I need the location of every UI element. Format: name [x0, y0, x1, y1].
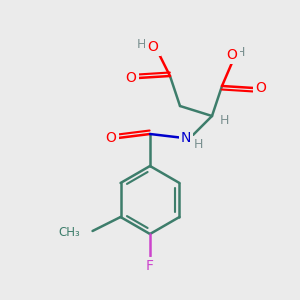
Text: H: H: [193, 137, 203, 151]
Text: CH₃: CH₃: [59, 226, 81, 239]
Text: H: H: [219, 113, 229, 127]
Text: O: O: [106, 131, 116, 145]
Text: H: H: [136, 38, 146, 50]
Text: O: O: [256, 81, 266, 95]
Text: O: O: [226, 48, 237, 62]
Text: H: H: [235, 46, 245, 59]
Text: O: O: [126, 71, 136, 85]
Text: F: F: [146, 259, 154, 273]
Text: O: O: [148, 40, 158, 54]
Text: N: N: [181, 131, 191, 145]
